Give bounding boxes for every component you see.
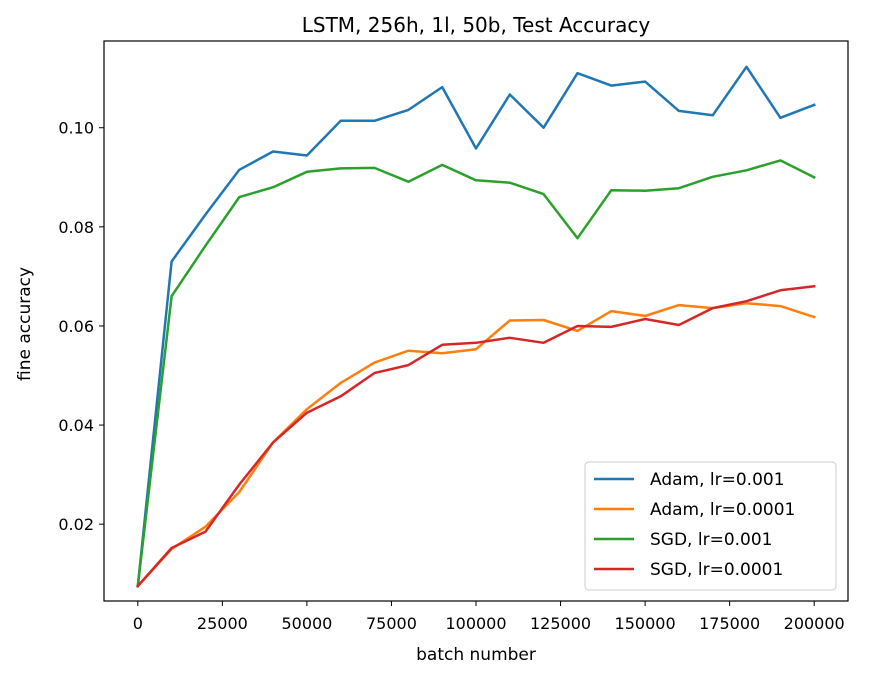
y-tick-label: 0.04 (58, 416, 94, 435)
legend-box (584, 461, 837, 591)
x-tick-label: 0 (133, 614, 143, 633)
x-tick-label: 200000 (784, 614, 845, 633)
y-tick-label: 0.10 (58, 119, 94, 138)
x-tick-label: 150000 (615, 614, 676, 633)
legend: Adam, lr=0.001 Adam, lr=0.0001 SGD, lr=0.0… (584, 461, 837, 591)
series-line-4 (136, 284, 816, 588)
series-lines (136, 65, 816, 588)
y-tick-label: 0.02 (58, 515, 94, 534)
y-tick-label: 0.08 (58, 218, 94, 237)
x-tick-label: 50000 (281, 614, 332, 633)
x-tick-label: 25000 (197, 614, 248, 633)
series-line-1 (136, 65, 816, 588)
x-tick-label: 125000 (530, 614, 591, 633)
legend-entry-label: Adam, lr=0.001 (650, 470, 785, 490)
series-line-2 (136, 301, 816, 588)
plot-frame (103, 40, 849, 602)
y-tick-label: 0.06 (58, 317, 94, 336)
series-line-3 (136, 159, 816, 588)
x-tick-label: 100000 (445, 614, 506, 633)
chart-title: LSTM, 256h, 1l, 50b, Test Accuracy (302, 13, 651, 37)
axis-ticks: 0 25000 50000 75000 100000 125000 150000 175000… (58, 119, 844, 633)
legend-entry-label: SGD, lr=0.0001 (650, 560, 783, 580)
y-axis-label: fine accuracy (15, 267, 35, 381)
legend-entry-label: SGD, lr=0.001 (650, 530, 773, 550)
x-tick-label: 175000 (699, 614, 760, 633)
x-tick-label: 75000 (366, 614, 417, 633)
x-axis-label: batch number (416, 645, 536, 665)
legend-entry-label: Adam, lr=0.0001 (650, 500, 795, 520)
